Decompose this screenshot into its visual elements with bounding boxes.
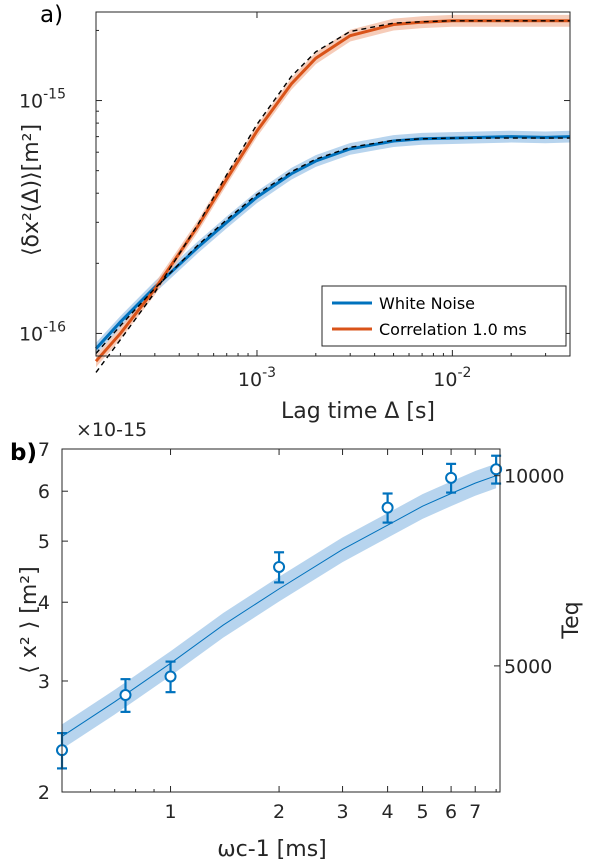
panel-b-y-tick-label: 7 bbox=[38, 439, 50, 461]
panel-a-fit-line-3 bbox=[95, 20, 570, 373]
panel-b-data-point bbox=[490, 463, 503, 476]
panel-b-y-exponent: ×10-15 bbox=[76, 419, 147, 441]
panel-b-x-tick-label: 5 bbox=[416, 801, 428, 823]
panel-b-x-tick-label: 7 bbox=[469, 801, 481, 823]
panel-a-x-axis-label: Lag time Δ [s] bbox=[281, 399, 435, 424]
panel-b-y-axis-label: ⟨ x² ⟩ [m²] bbox=[17, 566, 42, 673]
panel-b-axes-box bbox=[61, 448, 501, 793]
panel-b-y-tick-label: 5 bbox=[38, 531, 50, 553]
panel-a-label: a) bbox=[40, 2, 63, 28]
panel-b-fit-band bbox=[62, 463, 497, 750]
panel-a-legend-label: White Noise bbox=[379, 294, 475, 313]
panel-b-y2-tick-label: 10000 bbox=[504, 466, 564, 488]
panel-b-y2-axis-label: Teq bbox=[559, 601, 584, 639]
panel-b-data-point bbox=[119, 689, 132, 702]
panel-b-data-point bbox=[164, 670, 177, 683]
panel-b-x-tick-label: 2 bbox=[273, 801, 285, 823]
panel-b-fit-line bbox=[61, 475, 497, 737]
panel-a-legend-label: Correlation 1.0 ms bbox=[379, 320, 527, 339]
panel-a-axes-box bbox=[95, 11, 571, 357]
panel-b-x-tick-label: 1 bbox=[164, 801, 176, 823]
panel-b-data-point bbox=[381, 501, 394, 514]
panel-a-x-tick-label: 10-2 bbox=[433, 365, 471, 391]
panel-b-y-tick-label: 4 bbox=[38, 592, 50, 614]
panel-a-legend-box bbox=[321, 285, 567, 347]
panel-b-x-tick-label: 3 bbox=[337, 801, 349, 823]
panel-b-y-tick-label: 2 bbox=[38, 782, 50, 804]
panel-b-y2-tick-label: 5000 bbox=[504, 656, 552, 678]
panel-a-y-tick-label: 10-15 bbox=[19, 87, 66, 113]
panel-b-x-axis-label: ωc-1 [ms] bbox=[217, 837, 327, 862]
panel-a-y-tick-label: 10-16 bbox=[19, 319, 66, 345]
panel-b-data-point bbox=[273, 560, 286, 573]
panel-a-fit-line-2 bbox=[95, 137, 570, 354]
panel-b-x-tick-label: 6 bbox=[445, 801, 457, 823]
panel-b-y-tick-label: 3 bbox=[38, 671, 50, 693]
panel-a-plot: 10-3 10-2 10-16 10-15 White Noise Correlation… bbox=[19, 11, 571, 391]
panel-b-y-tick-label: 6 bbox=[38, 481, 50, 503]
panel-b-data-point bbox=[445, 471, 458, 484]
panel-a-y-axis-label: ⟨δx²(Δ)⟩[m²] bbox=[19, 124, 44, 256]
panel-b-label: b) bbox=[10, 440, 37, 466]
panel-a-x-tick-label: 10-3 bbox=[238, 365, 276, 391]
panel-b-x-tick-label: 4 bbox=[382, 801, 394, 823]
